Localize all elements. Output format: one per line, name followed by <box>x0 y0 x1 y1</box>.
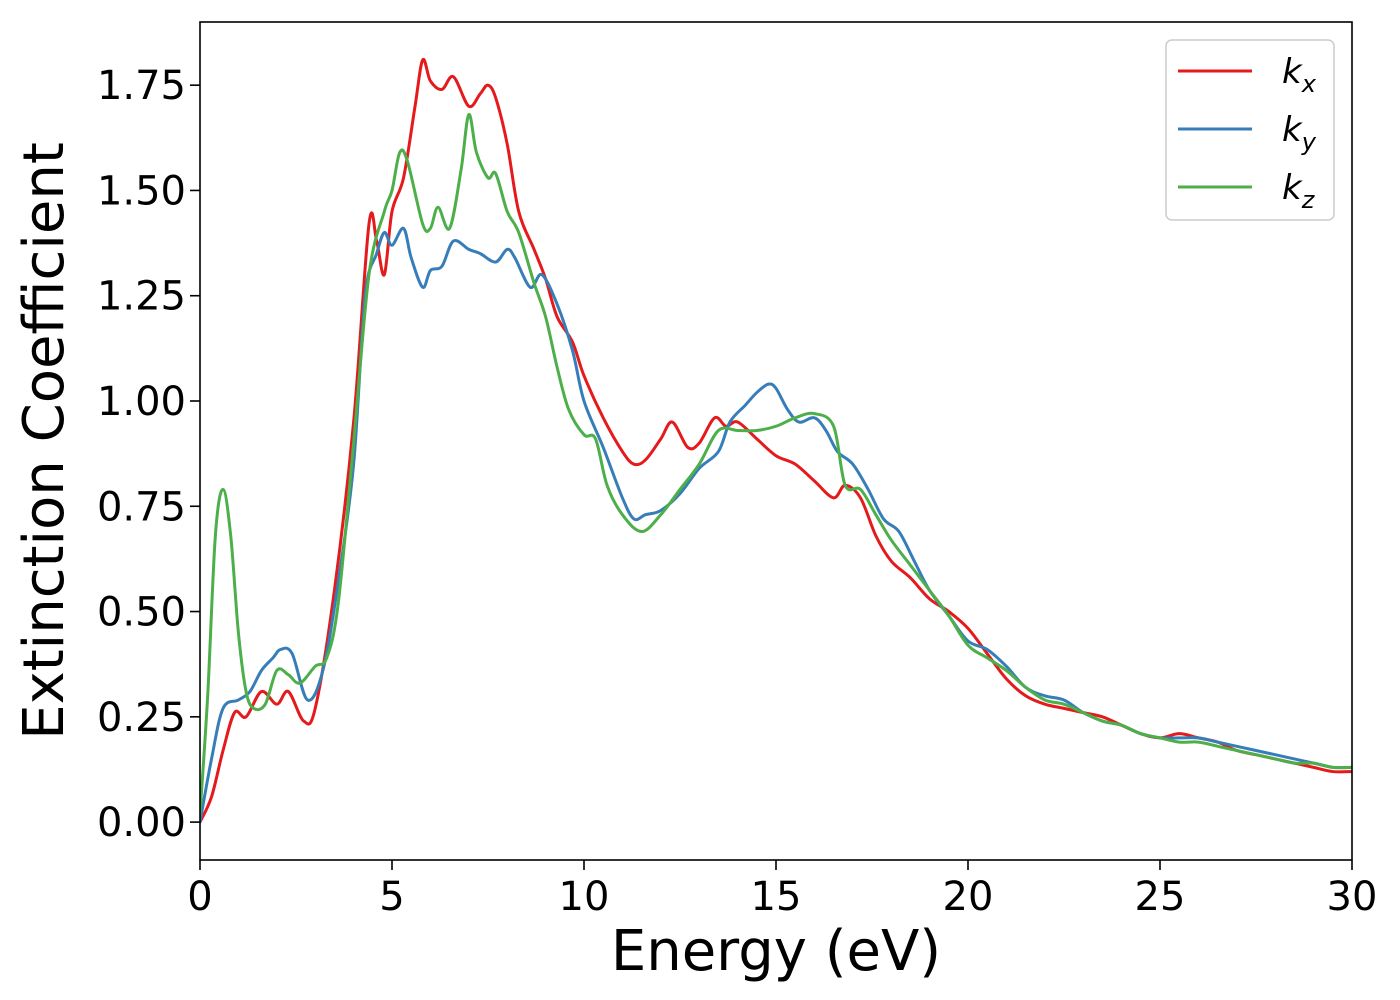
y-tick-label: 0.00 <box>97 800 186 846</box>
legend-label: kx <box>1282 52 1317 98</box>
y-tick-label: 0.25 <box>97 695 186 741</box>
y-tick-label: 1.75 <box>97 63 186 109</box>
legend-item-ky: ky <box>1178 110 1317 156</box>
series-line-kz <box>200 113 1352 816</box>
x-axis-title: Energy (eV) <box>611 919 941 984</box>
x-tick-label: 25 <box>1135 874 1186 920</box>
legend-item-kx: kx <box>1178 52 1317 98</box>
x-tick-label: 5 <box>379 874 404 920</box>
series-line-kx <box>200 57 1352 824</box>
y-tick-label: 1.25 <box>97 274 186 320</box>
ticks-layer: 0 5 10 15 20 25 30 0.00 0.25 0.50 0.75 1.00 1.25 1.50… <box>97 63 1378 920</box>
legend-item-kz: kz <box>1178 168 1316 214</box>
y-tick-label: 0.50 <box>97 590 186 636</box>
legend-label: ky <box>1282 110 1317 156</box>
x-tick-label: 30 <box>1327 874 1378 920</box>
x-tick-label: 10 <box>559 874 610 920</box>
y-tick-label: 1.50 <box>97 168 186 214</box>
legend: kx ky kz <box>1165 39 1335 221</box>
legend-label: kz <box>1282 168 1316 214</box>
y-tick-label: 1.00 <box>97 379 186 425</box>
y-axis-title: Extinction Coefficient <box>12 142 77 740</box>
series-layer <box>200 57 1352 824</box>
x-tick-label: 15 <box>751 874 802 920</box>
x-tick-label: 0 <box>187 874 212 920</box>
y-tick-label: 0.75 <box>97 484 186 530</box>
x-tick-label: 20 <box>943 874 994 920</box>
